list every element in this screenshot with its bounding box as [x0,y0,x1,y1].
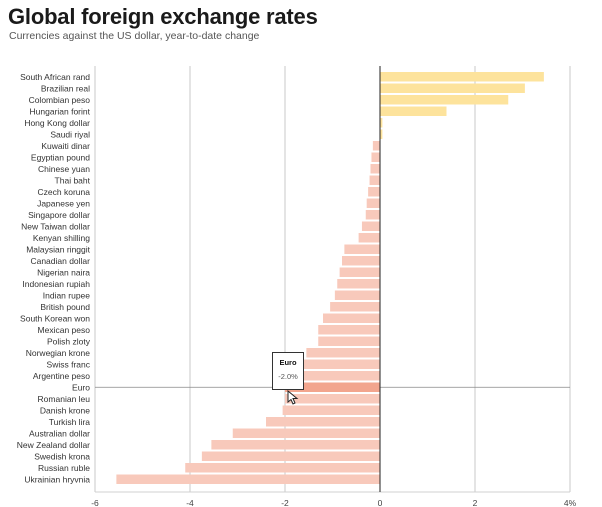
category-label: Chinese yuan [38,164,90,174]
x-tick-label: -6 [91,498,99,507]
bar[interactable] [370,164,381,174]
category-label: Australian dollar [29,429,90,439]
category-label: Danish krone [40,406,90,416]
bar[interactable] [285,394,380,404]
x-tick-label: 0 [378,498,383,507]
bar[interactable] [282,405,380,416]
category-label: Argentine peso [33,371,90,381]
bar[interactable] [318,325,380,335]
category-label: Hungarian forint [30,107,91,117]
category-label: South Korean won [20,314,90,324]
bar[interactable] [323,313,380,324]
x-tick-label: 4% [564,498,577,507]
category-label: Brazilian real [41,84,90,94]
category-label: New Taiwan dollar [21,222,90,232]
mouse-cursor-icon [287,390,299,405]
category-label: Kenyan shilling [33,233,90,243]
bar[interactable] [372,141,380,151]
bar[interactable] [380,106,447,117]
bar[interactable] [365,210,380,220]
x-tick-label: -2 [281,498,289,507]
category-label: Indian rupee [43,291,91,301]
category-label: South African rand [20,72,90,82]
category-label: Mexican peso [38,325,91,335]
x-tick-label: -4 [186,498,194,507]
bar[interactable] [342,256,380,266]
tooltip-value: -2.0% [278,372,298,381]
bar[interactable] [266,417,380,427]
bar[interactable] [334,290,380,301]
category-label: Norwegian krone [26,348,91,358]
bar[interactable] [337,279,380,289]
bar[interactable] [296,371,380,381]
bar[interactable] [201,451,380,462]
category-label: Kuwaiti dinar [41,141,90,151]
bar[interactable] [344,244,380,255]
bar[interactable] [330,302,380,312]
category-label: Indonesian rupiah [22,279,90,289]
category-label: Malaysian ringgit [26,245,90,255]
category-label: Euro [72,383,90,393]
bar[interactable] [380,83,525,94]
category-label: Swiss franc [47,360,91,370]
bar[interactable] [339,267,380,278]
category-label: Ukrainian hryvnia [24,475,90,485]
tooltip-name: Euro [279,358,297,367]
bar[interactable] [361,221,380,232]
category-label: Turkish lira [49,417,91,427]
bar[interactable] [306,348,380,358]
category-label: British pound [40,302,90,312]
category-label: Hong Kong dollar [24,118,90,128]
category-label: Egyptian pound [31,153,90,163]
category-label: Romanian leu [38,394,91,404]
bar[interactable] [380,95,509,105]
bar[interactable] [318,336,380,347]
category-label: Canadian dollar [30,256,90,266]
category-label: Czech koruna [38,187,91,197]
x-tick-label: 2 [473,498,478,507]
bar[interactable] [211,440,380,450]
category-label: Saudi riyal [50,130,90,140]
bar[interactable] [366,198,380,209]
bar[interactable] [285,382,380,393]
bar[interactable] [185,463,380,473]
bar[interactable] [368,187,380,197]
bar[interactable] [369,175,380,186]
bar[interactable] [301,359,380,370]
category-label: Singapore dollar [28,210,90,220]
category-label: Nigerian naira [37,268,90,278]
category-label: Japanese yen [37,199,90,209]
bar[interactable] [232,428,380,439]
category-label: Polish zloty [47,337,91,347]
tooltip: Euro -2.0% [272,352,304,390]
chart-title: Global foreign exchange rates [8,4,318,29]
category-label: Colombian peso [29,95,91,105]
chart-subtitle: Currencies against the US dollar, year-t… [9,30,260,42]
bar[interactable] [116,474,380,485]
bar[interactable] [380,129,383,140]
category-label: Swedish krona [34,452,90,462]
bar[interactable] [380,72,544,82]
bar[interactable] [358,233,380,243]
category-label: Russian ruble [38,463,90,473]
category-label: Thai baht [55,176,91,186]
bar[interactable] [371,152,380,163]
bar[interactable] [380,118,383,128]
category-label: New Zealand dollar [17,440,90,450]
